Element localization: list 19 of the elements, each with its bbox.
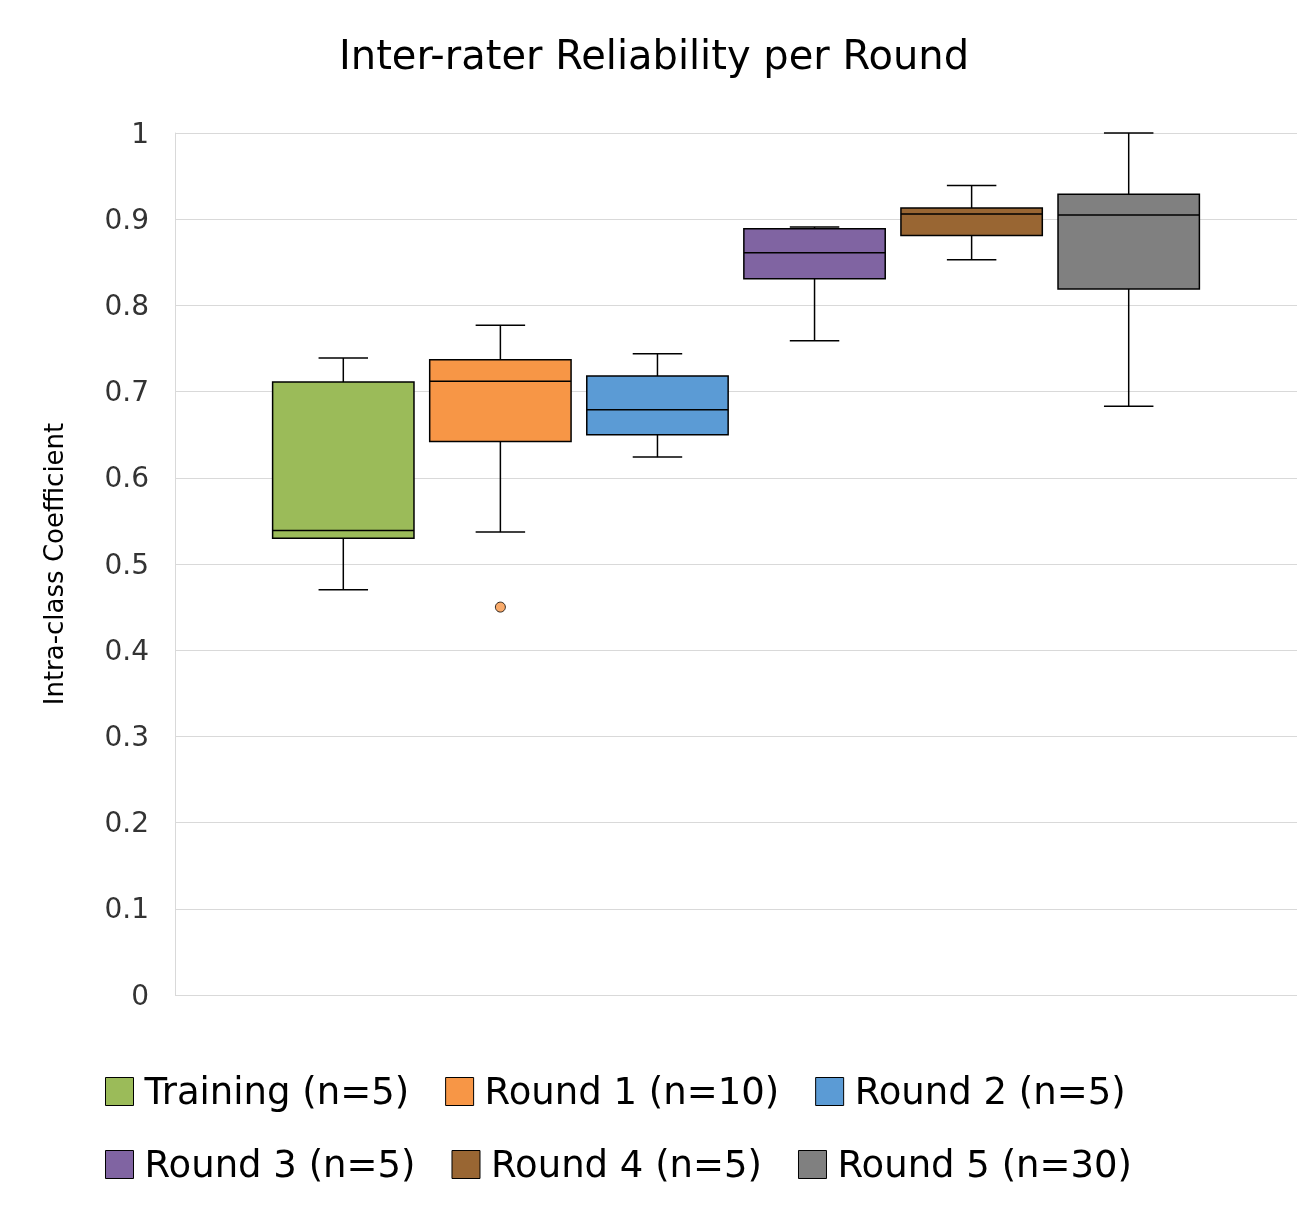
y-axis-title: Intra-class Coefficient xyxy=(39,422,69,706)
y-tick-label: 0.5 xyxy=(104,547,149,581)
y-tick-label: 0.3 xyxy=(104,719,149,753)
y-tick-label: 0.1 xyxy=(104,892,149,926)
y-tick-label: 0.4 xyxy=(104,633,149,667)
legend-label: Round 5 (n=30) xyxy=(837,1143,1133,1186)
y-tick-label: 0.7 xyxy=(104,375,149,409)
y-tick-label: 0.2 xyxy=(104,806,149,840)
legend-label: Round 1 (n=10) xyxy=(484,1070,780,1113)
y-tick-label: 0.6 xyxy=(104,461,149,495)
y-tick-label: 0.8 xyxy=(104,288,149,322)
legend-label: Round 3 (n=5) xyxy=(144,1143,416,1186)
legend-label: Round 2 (n=5) xyxy=(854,1070,1126,1113)
y-tick-label: 0.9 xyxy=(104,202,149,236)
chart-title: Inter-rater Reliability per Round xyxy=(338,32,970,78)
legend-label: Training (n=5) xyxy=(143,1070,410,1113)
y-tick-label: 1 xyxy=(131,116,149,150)
legend-label: Round 4 (n=5) xyxy=(491,1143,762,1186)
y-tick-label: 0 xyxy=(131,978,149,1012)
